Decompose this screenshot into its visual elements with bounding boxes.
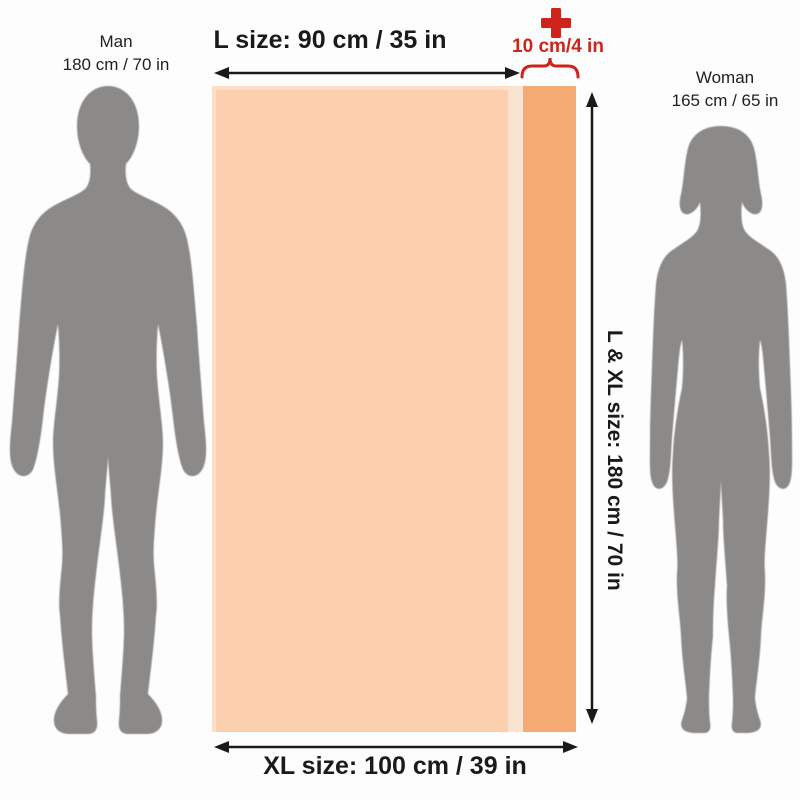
woman-height: 165 cm / 65 in — [671, 91, 779, 110]
xl-size-label: XL size: 100 cm / 39 in — [263, 752, 527, 780]
xl-extra-strip — [523, 86, 576, 732]
man-name: Man — [99, 32, 133, 51]
extra-width-label: 10 cm/4 in — [512, 36, 604, 57]
xl-width-dimension-line — [214, 741, 578, 753]
extra-width-brace-icon — [520, 57, 580, 79]
woman-label: Woman 165 cm / 65 in — [635, 66, 800, 112]
man-label: Man 180 cm / 70 in — [26, 30, 206, 76]
l-size-label: L size: 90 cm / 35 in — [213, 26, 447, 54]
height-dimension-line — [586, 92, 598, 724]
man-height: 180 cm / 70 in — [62, 55, 170, 74]
l-size-area — [212, 86, 508, 732]
woman-name: Woman — [695, 68, 755, 87]
l-width-dimension-line — [214, 67, 520, 79]
height-label: L & XL size: 180 cm / 70 in — [603, 329, 626, 591]
woman-silhouette-icon — [649, 126, 793, 733]
man-silhouette-icon — [9, 86, 207, 734]
product-rectangle — [212, 86, 576, 732]
plus-icon — [541, 8, 571, 38]
l-size-edge — [508, 86, 523, 732]
